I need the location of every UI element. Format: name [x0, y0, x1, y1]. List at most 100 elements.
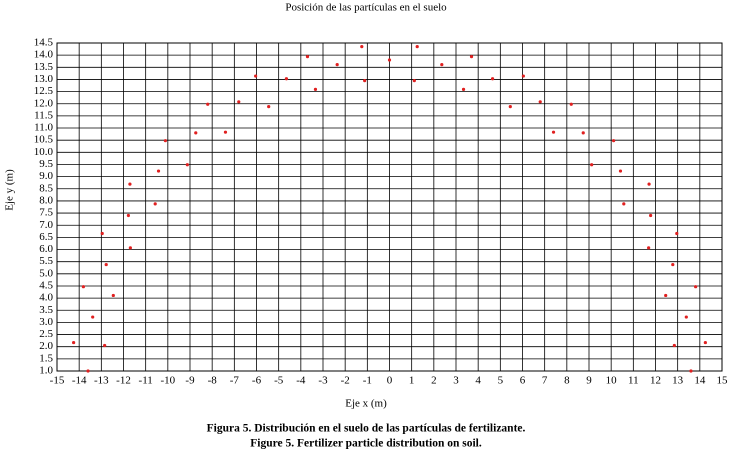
y-tick-label: 12.0 — [34, 97, 54, 109]
particle — [237, 100, 241, 104]
particle — [590, 163, 594, 167]
y-tick-label: 14.5 — [34, 37, 54, 49]
x-axis-label: Eje x (m) — [345, 398, 387, 410]
particle — [649, 213, 653, 218]
x-tick-label: -8 — [208, 375, 218, 387]
y-tick-label: 14.0 — [34, 49, 54, 61]
particle — [86, 369, 90, 373]
x-tick-label: 11 — [628, 375, 639, 387]
particle — [387, 58, 392, 62]
particle — [569, 102, 573, 106]
particle — [415, 45, 419, 49]
y-tick-label: 12.5 — [34, 85, 54, 97]
y-tick-label: 11.0 — [34, 122, 53, 134]
y-tick-label: 3.5 — [39, 304, 53, 316]
y-tick-label: 7.0 — [39, 219, 53, 231]
x-tick-label: -7 — [230, 375, 240, 387]
y-axis-label: Eje y (m) — [4, 169, 16, 211]
y-tick-label: 1.5 — [39, 352, 53, 364]
particle — [622, 202, 626, 206]
y-tick-label: 6.5 — [39, 231, 53, 243]
x-tick-label: 14 — [694, 375, 706, 387]
particle — [126, 213, 130, 218]
y-tick-label: 13.0 — [34, 73, 54, 85]
particle — [647, 246, 651, 250]
particle — [91, 315, 95, 319]
y-tick-label: 3.0 — [39, 316, 53, 328]
particle — [81, 285, 85, 289]
x-tick-label: 12 — [650, 375, 661, 387]
particle — [490, 77, 495, 81]
x-tick-label: 9 — [586, 375, 592, 387]
particle — [313, 87, 318, 92]
particle — [363, 79, 367, 83]
x-tick-label: -15 — [50, 375, 65, 387]
particle — [551, 130, 556, 134]
x-tick-label: 13 — [672, 375, 684, 387]
particle — [412, 79, 416, 83]
particle — [153, 202, 157, 206]
particle — [360, 45, 364, 49]
x-tick-label: -11 — [139, 375, 153, 387]
y-tick-label: 11.5 — [34, 109, 53, 121]
x-tick-label: -12 — [116, 375, 131, 387]
y-tick-label: 1.0 — [39, 365, 53, 377]
x-tick-label: -6 — [252, 375, 262, 387]
y-tick-label: 9.5 — [39, 158, 53, 170]
particle — [254, 74, 258, 78]
particle — [284, 77, 289, 81]
x-tick-label: 3 — [453, 375, 459, 387]
y-tick-label: 8.0 — [39, 194, 53, 206]
y-tick-label: 9.0 — [39, 170, 53, 182]
particle — [156, 169, 161, 173]
x-tick-label: 0 — [387, 375, 393, 387]
y-tick-label: 7.5 — [39, 207, 53, 219]
particle — [440, 63, 444, 67]
particle — [508, 105, 512, 109]
x-tick-label: 4 — [475, 375, 481, 387]
particle — [703, 340, 707, 345]
particle — [104, 262, 108, 267]
particle — [689, 369, 693, 373]
y-tick-label: 2.5 — [39, 328, 53, 340]
y-tick-label: 2.0 — [39, 340, 53, 352]
y-tick-label: 10.0 — [34, 146, 54, 158]
particle — [100, 231, 104, 236]
x-tick-label: -2 — [341, 375, 350, 387]
x-tick-label: -14 — [72, 375, 87, 387]
y-tick-label: 10.5 — [34, 134, 54, 146]
particle — [581, 131, 585, 135]
y-tick-label: 4.0 — [39, 292, 53, 304]
x-tick-label: -13 — [94, 375, 109, 387]
x-tick-label: 15 — [717, 375, 729, 387]
particle — [684, 315, 688, 319]
x-tick-label: 2 — [431, 375, 437, 387]
particle — [671, 262, 675, 267]
particle — [694, 285, 698, 289]
x-tick-label: -1 — [363, 375, 372, 387]
particle — [305, 55, 310, 59]
particle — [469, 55, 474, 59]
particle — [612, 139, 616, 143]
y-tick-label: 5.5 — [39, 255, 53, 267]
particle — [521, 74, 525, 78]
particle — [461, 87, 466, 92]
particle — [72, 340, 76, 345]
x-tick-label: 10 — [606, 375, 618, 387]
y-tick-label: 6.0 — [39, 243, 53, 255]
particle — [223, 130, 228, 134]
particle — [163, 139, 167, 143]
y-tick-label: 5.0 — [39, 267, 53, 279]
particle — [128, 246, 132, 250]
x-tick-label: 5 — [498, 375, 504, 387]
y-tick-label: 4.5 — [39, 279, 53, 291]
particle — [194, 131, 198, 135]
particle — [672, 343, 676, 348]
x-tick-label: 6 — [520, 375, 526, 387]
particle — [103, 343, 107, 348]
caption: Figura 5. Distribución en el suelo de la… — [207, 423, 526, 435]
particle — [185, 163, 189, 167]
x-tick-label: -10 — [160, 375, 175, 387]
x-tick-label: -9 — [185, 375, 195, 387]
